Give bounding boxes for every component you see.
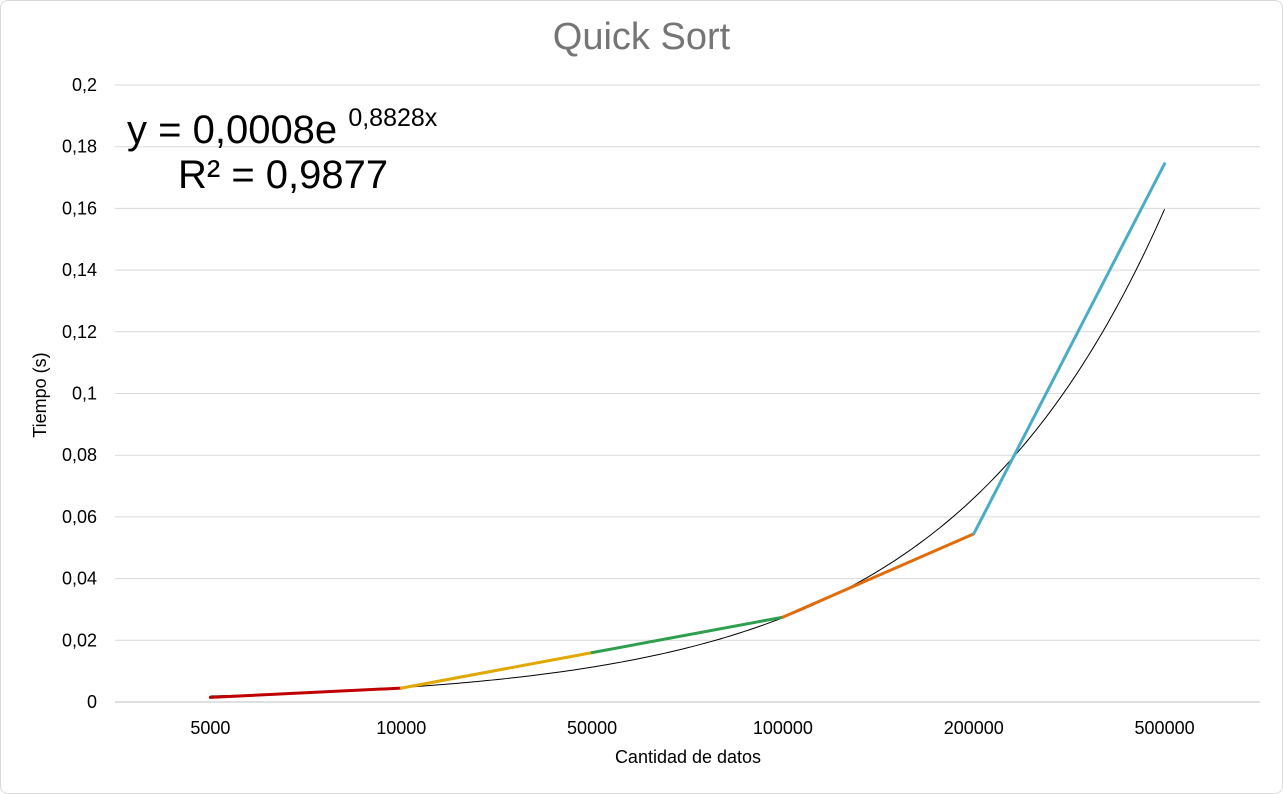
series-segment <box>590 615 785 655</box>
x-tick-label: 200000 <box>944 718 1004 738</box>
x-tick-label: 10000 <box>376 718 426 738</box>
x-tick-label: 500000 <box>1135 718 1195 738</box>
series-segment <box>399 651 594 690</box>
y-tick-label: 0,14 <box>62 260 97 280</box>
trendline-equation-base: y = 0,0008e <box>127 108 337 152</box>
y-axis-label: Tiempo (s) <box>30 352 50 437</box>
trendline <box>210 208 1166 697</box>
y-tick-label: 0,04 <box>62 569 97 589</box>
y-tick-label: 0,12 <box>62 322 97 342</box>
x-tick-label: 5000 <box>190 718 230 738</box>
trendline-group <box>210 208 1166 697</box>
series-segment <box>208 686 403 699</box>
x-axis-label: Cantidad de datos <box>615 747 761 767</box>
y-tick-label: 0,1 <box>72 384 97 404</box>
y-tick-label: 0,18 <box>62 137 97 157</box>
y-tick-label: 0,02 <box>62 630 97 650</box>
x-tick-label: 50000 <box>567 718 617 738</box>
y-tick-label: 0,08 <box>62 445 97 465</box>
y-tick-label: 0,2 <box>72 75 97 95</box>
x-tick-label: 100000 <box>753 718 813 738</box>
trendline-equation: y = 0,0008e 0,8828x <box>127 104 438 152</box>
trendline-equation-exponent: 0,8828x <box>348 104 437 132</box>
x-axis-ticks: 5000 10000 50000 100000 200000 500000 <box>190 718 1194 738</box>
series-segment <box>972 162 1167 536</box>
chart-title: Quick Sort <box>552 16 731 58</box>
gridlines <box>115 84 1260 703</box>
y-tick-label: 0 <box>87 692 97 712</box>
y-tick-label: 0,06 <box>62 507 97 527</box>
series-segment <box>781 532 976 619</box>
y-axis-ticks: 0 0,02 0,04 0,06 0,08 0,1 0,12 0,14 0,16 0,18 0,2 <box>62 75 97 712</box>
trendline-r-squared: R² = 0,9877 <box>178 153 388 197</box>
y-tick-label: 0,16 <box>62 198 97 218</box>
series-group <box>208 162 1167 699</box>
